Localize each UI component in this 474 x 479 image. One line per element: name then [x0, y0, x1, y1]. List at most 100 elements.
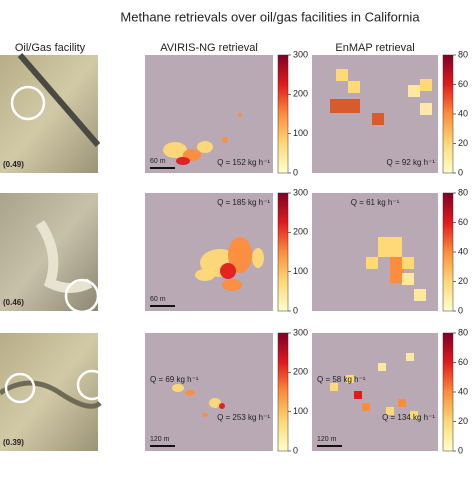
facility-marker	[64, 278, 100, 314]
colorbar	[277, 192, 289, 312]
plume-pixel	[406, 353, 414, 361]
plume-pixel	[362, 403, 370, 411]
plume-pixel	[372, 113, 384, 125]
facility-marker	[10, 85, 46, 121]
plume-pixel	[410, 411, 418, 419]
column-header: Oil/Gas facility	[15, 42, 86, 54]
column-header: AVIRIS-NG retrieval	[160, 42, 258, 54]
terrain	[35, 220, 93, 293]
flux-annotation: Q = 185 kg h⁻¹	[217, 198, 270, 207]
colorbar-tick-label: 80	[458, 327, 468, 337]
plume-pixel	[390, 257, 404, 283]
plume-pixel	[336, 69, 348, 81]
enmap-panel	[312, 333, 438, 451]
plume-pixel	[402, 273, 414, 285]
flux-annotation: Q = 69 kg h⁻¹	[150, 375, 199, 384]
scale-label: 60 m	[150, 296, 166, 303]
colorbar	[277, 54, 289, 174]
facility-marker	[4, 372, 36, 404]
colorbar-tick-label: 0	[293, 167, 298, 177]
colorbar-tick-label: 0	[293, 445, 298, 455]
colorbar-tick-label: 40	[458, 246, 468, 256]
plume-pixel	[346, 375, 354, 383]
plume	[220, 263, 236, 279]
colorbar-tick-label: 300	[293, 49, 308, 59]
plume-pixel	[386, 407, 394, 415]
plume-pixel	[402, 257, 414, 269]
flux-annotation: Q = 134 kg h⁻¹	[382, 413, 435, 422]
plume-pixel	[348, 99, 360, 113]
scale-label: 120 m	[317, 436, 337, 443]
plume	[185, 390, 195, 396]
plume	[202, 413, 208, 417]
colorbar-tick-label: 80	[458, 187, 468, 197]
colorbar-tick-label: 0	[458, 167, 463, 177]
scale-label: 60 m	[150, 158, 166, 165]
colorbar-tick-label: 60	[458, 217, 468, 227]
plume	[228, 237, 252, 273]
plume-pixel	[354, 391, 362, 399]
colorbar	[442, 332, 454, 452]
plume-pixel	[398, 399, 406, 407]
colorbar-tick-label: 200	[293, 227, 308, 237]
plume	[222, 279, 242, 291]
plume-pixel	[366, 257, 378, 269]
colorbar-tick-label: 20	[458, 138, 468, 148]
plume	[163, 142, 187, 158]
colorbar-tick-label: 200	[293, 89, 308, 99]
plume	[238, 113, 242, 117]
plume-pixel	[378, 363, 386, 371]
plume-pixel	[330, 383, 338, 391]
colorbar-tick-label: 40	[458, 386, 468, 396]
colorbar-tick-label: 60	[458, 79, 468, 89]
colorbar-tick-label: 0	[458, 305, 463, 315]
plume-pixel	[420, 79, 432, 91]
colorbar-tick-label: 0	[458, 445, 463, 455]
plume	[252, 248, 264, 268]
aviris-panel	[145, 55, 273, 173]
colorbar-tick-label: 200	[293, 367, 308, 377]
colorbar-tick-label: 100	[293, 266, 308, 276]
satellite-image	[0, 55, 98, 173]
similarity-score: (0.46)	[3, 298, 24, 307]
facility-marker	[76, 369, 108, 401]
plume-pixel	[420, 103, 432, 115]
flux-annotation: Q = 253 kg h⁻¹	[217, 413, 270, 422]
column-header: EnMAP retrieval	[335, 42, 414, 54]
colorbar-tick-label: 300	[293, 327, 308, 337]
figure-title: Methane retrievals over oil/gas faciliti…	[120, 9, 420, 24]
similarity-score: (0.39)	[3, 438, 24, 447]
plume-pixel	[408, 85, 420, 97]
plume-pixel	[378, 237, 402, 257]
plume	[219, 403, 225, 409]
scale-label: 120 m	[150, 436, 170, 443]
colorbar	[442, 54, 454, 174]
satellite-image	[0, 333, 98, 451]
similarity-score: (0.49)	[3, 160, 24, 169]
aviris-panel	[145, 333, 273, 451]
colorbar-tick-label: 60	[458, 357, 468, 367]
colorbar-tick-label: 40	[458, 108, 468, 118]
plume	[197, 141, 213, 153]
colorbar-tick-label: 100	[293, 128, 308, 138]
colorbar-tick-label: 20	[458, 416, 468, 426]
colorbar-tick-label: 100	[293, 406, 308, 416]
colorbar-tick-label: 20	[458, 276, 468, 286]
plume	[195, 269, 215, 281]
plume-pixel	[348, 81, 360, 93]
colorbar	[442, 192, 454, 312]
flux-annotation: Q = 92 kg h⁻¹	[387, 158, 436, 167]
road	[17, 53, 101, 147]
plume	[222, 137, 228, 143]
colorbar-tick-label: 80	[458, 49, 468, 59]
flux-annotation: Q = 61 kg h⁻¹	[351, 198, 400, 207]
flux-annotation: Q = 58 kg h⁻¹	[317, 375, 366, 384]
plume-pixel	[414, 289, 426, 301]
flux-annotation: Q = 152 kg h⁻¹	[217, 158, 270, 167]
colorbar-tick-label: 300	[293, 187, 308, 197]
plume	[209, 398, 221, 408]
plume	[176, 157, 190, 165]
colorbar	[277, 332, 289, 452]
terrain	[0, 380, 102, 409]
